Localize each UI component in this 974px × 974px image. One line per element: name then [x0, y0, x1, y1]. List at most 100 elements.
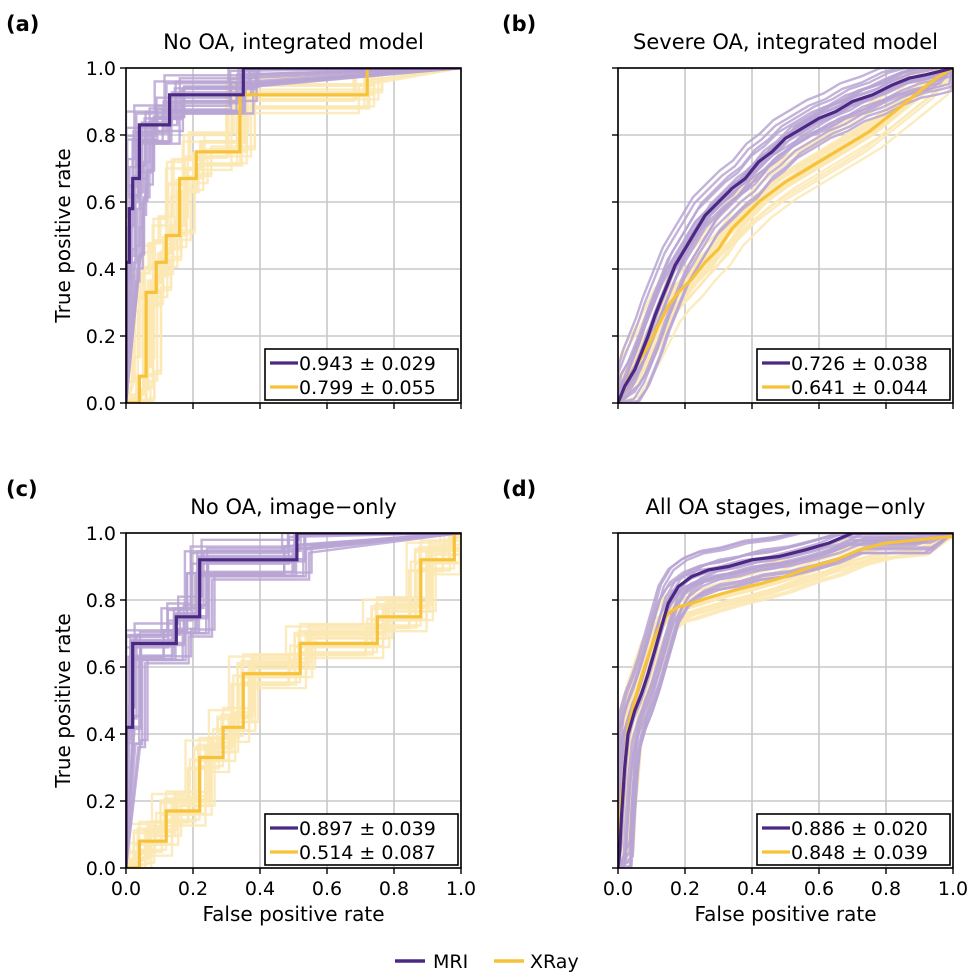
- x-tick-label: 0.6: [804, 878, 834, 900]
- y-tick-label: 0.0: [86, 858, 116, 880]
- x-tick-label: 0.8: [379, 878, 409, 900]
- y-tick-label: 1.0: [86, 58, 116, 80]
- panel-a: 0.0 0.2 0.4 0.6 0.8 1.0 No OA, integrated mode…: [6, 12, 462, 415]
- axes-frame: [125, 67, 462, 404]
- bootstrap-curve-xray: [618, 68, 953, 403]
- series-line-xray: [618, 68, 953, 403]
- x-tick-label: 0.8: [871, 878, 901, 900]
- auc-legend-box: [264, 348, 459, 401]
- y-tick-label: 0.8: [86, 590, 116, 612]
- bootstrap-curve-mri: [126, 68, 461, 403]
- auc-legend-text-xray: 0.848 ± 0.039: [791, 842, 928, 864]
- y-tick-label: 0.6: [86, 192, 116, 214]
- x-tick-label: 0.0: [603, 878, 633, 900]
- bootstrap-curve-mri: [126, 68, 461, 403]
- bootstrap-curve-xray: [126, 68, 461, 403]
- series-line-xray: [126, 68, 461, 403]
- bootstrap-curve-xray: [126, 533, 461, 868]
- axes-frame: [617, 67, 954, 404]
- x-axis-label: False positive rate: [695, 902, 877, 926]
- series-line-mri: [126, 68, 461, 403]
- panel-c: 0.0 0.2 0.4 0.6 0.8 1.0 0.0 0.2 0.4 0.6 0.8 1.0 No O…: [6, 477, 476, 926]
- x-tick-label: 0.4: [245, 878, 275, 900]
- panel-label: (d): [502, 477, 536, 501]
- bootstrap-curve-xray: [126, 68, 461, 403]
- bootstrap-curve-xray: [126, 533, 461, 868]
- auc-legend-text-xray: 0.514 ± 0.087: [299, 842, 436, 864]
- x-axis-label: False positive rate: [203, 902, 385, 926]
- bootstrap-curve-xray: [126, 533, 461, 868]
- panel-title: Severe OA, integrated model: [633, 30, 938, 54]
- bootstrap-curve-mri: [126, 533, 461, 868]
- bootstrap-curve-mri: [618, 68, 953, 403]
- x-tick-label: 0.2: [670, 878, 700, 900]
- auc-legend-text-mri: 0.886 ± 0.020: [791, 818, 928, 840]
- auc-legend-text-mri: 0.726 ± 0.038: [791, 353, 928, 375]
- auc-legend-text-xray: 0.641 ± 0.044: [791, 377, 928, 399]
- panel-title: No OA, image−only: [190, 495, 397, 519]
- bootstrap-curve-mri: [126, 533, 461, 868]
- bootstrap-curve-mri: [618, 533, 953, 868]
- y-tick-label: 0.6: [86, 657, 116, 679]
- auc-legend-text-mri: 0.943 ± 0.029: [299, 353, 436, 375]
- auc-legend-box: [756, 348, 951, 401]
- panel-b: Severe OA, integrated model (b) 0.726 ± 0.…: [502, 12, 954, 409]
- bootstrap-curve-mri: [126, 68, 461, 403]
- bootstrap-curve-mri: [126, 533, 461, 868]
- y-tick-label: 0.2: [86, 326, 116, 348]
- y-tick-label: 0.2: [86, 791, 116, 813]
- bootstrap-curve-mri: [618, 68, 953, 403]
- bootstrap-curve-xray: [126, 533, 461, 868]
- auc-legend-text-xray: 0.799 ± 0.055: [299, 377, 436, 399]
- y-tick-label: 0.0: [86, 393, 116, 415]
- bootstrap-curve-xray: [126, 533, 461, 868]
- bootstrap-curve-xray: [126, 533, 461, 868]
- figure-legend: MRI XRay: [395, 951, 579, 973]
- bootstrap-curve-mri: [618, 533, 953, 868]
- bootstrap-curve-xray: [126, 533, 461, 868]
- x-tick-label: 0.0: [111, 878, 141, 900]
- x-tick-label: 0.4: [737, 878, 767, 900]
- y-tick-label: 0.8: [86, 125, 116, 147]
- y-tick-label: 0.4: [86, 259, 116, 281]
- bootstrap-curve-mri: [618, 68, 953, 403]
- bootstrap-curves: [126, 533, 461, 868]
- panel-label: (c): [6, 477, 38, 501]
- panel-label: (b): [502, 12, 536, 36]
- series-line-mri: [126, 533, 461, 868]
- bootstrap-curve-mri: [126, 68, 461, 403]
- legend-label-mri: MRI: [433, 951, 468, 973]
- bootstrap-curve-xray: [618, 533, 953, 868]
- y-tick-label: 1.0: [86, 523, 116, 545]
- y-tick-label: 0.4: [86, 724, 116, 746]
- y-axis-label: True positive rate: [51, 148, 75, 323]
- auc-legend-box: [264, 813, 459, 866]
- series-lines: [126, 533, 461, 868]
- bootstrap-curve-mri: [618, 533, 953, 868]
- series-line-mri: [618, 533, 953, 868]
- panel-label: (a): [6, 12, 39, 36]
- axes-frame: [617, 532, 954, 869]
- x-tick-label: 1.0: [446, 878, 476, 900]
- bootstrap-curve-mri: [126, 68, 461, 403]
- auc-legend-text-mri: 0.897 ± 0.039: [299, 818, 436, 840]
- series-lines: [126, 68, 461, 403]
- series-lines: [618, 68, 953, 403]
- x-tick-label: 1.0: [938, 878, 968, 900]
- x-tick-label: 0.2: [178, 878, 208, 900]
- legend-label-xray: XRay: [530, 951, 579, 973]
- series-lines: [618, 533, 953, 868]
- y-axis-label: True positive rate: [51, 613, 75, 788]
- panel-title: All OA stages, image−only: [646, 495, 926, 519]
- axes-frame: [125, 532, 462, 869]
- bootstrap-curve-mri: [618, 68, 953, 403]
- panel-title: No OA, integrated model: [163, 30, 424, 54]
- bootstrap-curves: [618, 533, 953, 868]
- bootstrap-curve-xray: [126, 68, 461, 403]
- series-line-mri: [618, 68, 953, 403]
